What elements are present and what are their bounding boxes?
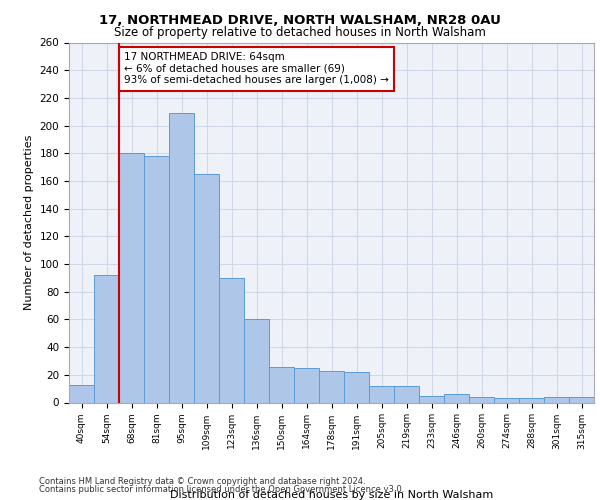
Bar: [119, 154, 144, 402]
Bar: [544, 397, 569, 402]
Y-axis label: Number of detached properties: Number of detached properties: [24, 135, 34, 310]
X-axis label: Distribution of detached houses by size in North Walsham: Distribution of detached houses by size …: [170, 490, 493, 500]
Text: Size of property relative to detached houses in North Walsham: Size of property relative to detached ho…: [114, 26, 486, 39]
Bar: [144, 156, 169, 402]
Bar: [444, 394, 469, 402]
Bar: [294, 368, 319, 402]
Text: 17, NORTHMEAD DRIVE, NORTH WALSHAM, NR28 0AU: 17, NORTHMEAD DRIVE, NORTH WALSHAM, NR28…: [99, 14, 501, 27]
Bar: [469, 397, 494, 402]
Bar: [69, 384, 94, 402]
Bar: [269, 366, 294, 402]
Bar: [244, 320, 269, 402]
Bar: [569, 397, 594, 402]
Bar: [319, 370, 344, 402]
Text: 17 NORTHMEAD DRIVE: 64sqm
← 6% of detached houses are smaller (69)
93% of semi-d: 17 NORTHMEAD DRIVE: 64sqm ← 6% of detach…: [124, 52, 389, 86]
Bar: [519, 398, 544, 402]
Bar: [419, 396, 444, 402]
Bar: [169, 113, 194, 403]
Bar: [94, 275, 119, 402]
Bar: [394, 386, 419, 402]
Bar: [369, 386, 394, 402]
Bar: [344, 372, 369, 402]
Bar: [219, 278, 244, 402]
Text: Contains public sector information licensed under the Open Government Licence v3: Contains public sector information licen…: [39, 484, 404, 494]
Bar: [494, 398, 519, 402]
Bar: [194, 174, 219, 402]
Text: Contains HM Land Registry data © Crown copyright and database right 2024.: Contains HM Land Registry data © Crown c…: [39, 477, 365, 486]
